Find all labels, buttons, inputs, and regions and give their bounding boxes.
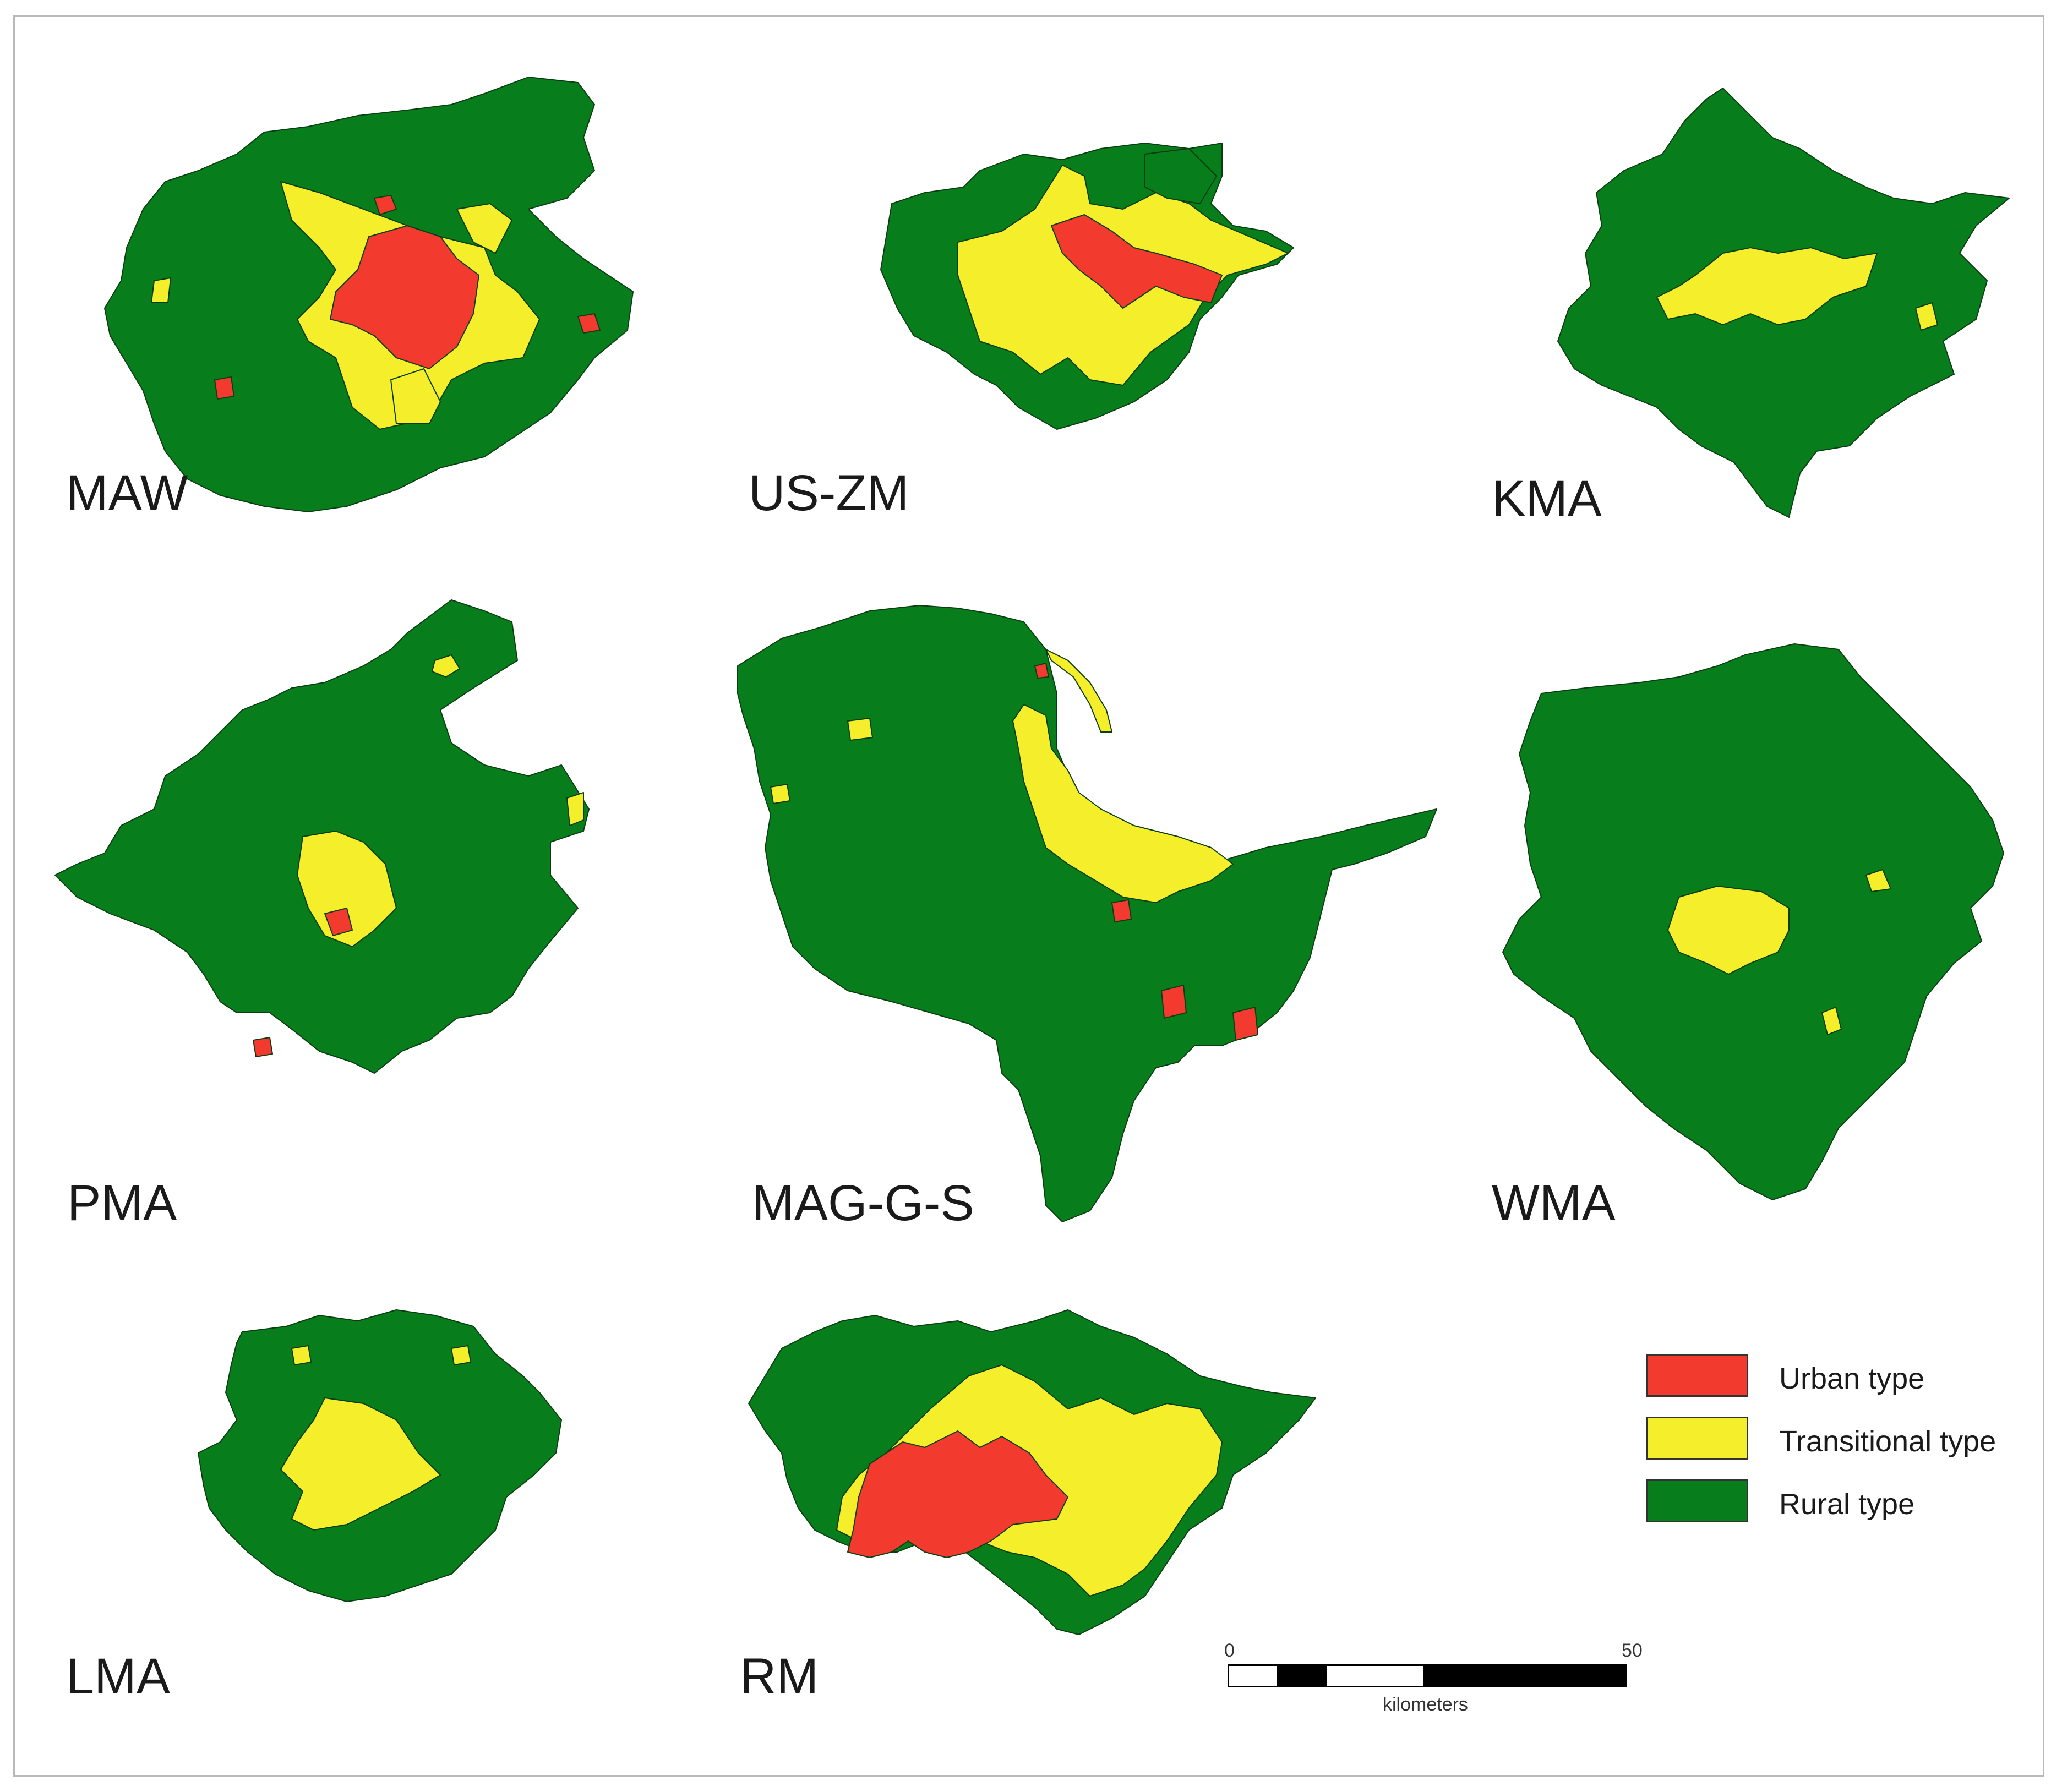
legend-swatch-urban xyxy=(1646,1354,1748,1397)
scale-bar-segment xyxy=(1325,1664,1425,1687)
mag-g-s-rural-area xyxy=(737,605,1437,1222)
region-maw-map xyxy=(104,77,634,512)
legend-item-urban: Urban type xyxy=(1646,1354,2031,1398)
region-kma-map xyxy=(1557,88,2010,518)
wma-transitional-east xyxy=(1865,869,1891,892)
scale-bar-unit-label: kilometers xyxy=(1383,1694,1468,1715)
mag-g-s-urban-north xyxy=(1034,663,1049,679)
maw-urban-core xyxy=(330,225,479,369)
region-mag-g-s: MAG-G-S xyxy=(737,605,1442,1231)
maw-urban-east xyxy=(577,313,601,334)
pma-transitional-north xyxy=(432,654,460,678)
region-mag-g-s-map xyxy=(737,605,1437,1222)
kma-transitional-core xyxy=(1656,247,1878,325)
region-label-us-zm: US-ZM xyxy=(749,465,909,521)
legend: Urban type Transitional type Rural type xyxy=(1646,1354,2031,1541)
legend-label-transitional: Transitional type xyxy=(1779,1425,1996,1458)
scale-bar-segment xyxy=(1423,1664,1627,1687)
scale-bar-segment xyxy=(1228,1664,1278,1687)
region-label-mag-g-s: MAG-G-S xyxy=(752,1175,974,1231)
region-maw: MAW xyxy=(66,72,639,523)
region-label-rm: RM xyxy=(740,1648,819,1704)
region-rm-map xyxy=(748,1309,1316,1635)
scale-bar-start-label: 0 xyxy=(1224,1640,1235,1661)
scale-bar-end-label: 50 xyxy=(1622,1640,1643,1661)
us-zm-rural-east xyxy=(1144,148,1217,204)
maw-transitional-east xyxy=(456,203,512,254)
region-pma: PMA xyxy=(54,599,633,1228)
pma-transitional-east xyxy=(566,792,584,826)
wma-transitional-south xyxy=(1821,1007,1842,1035)
region-rm: RM xyxy=(740,1309,1327,1702)
lma-transitional-northeast xyxy=(451,1345,471,1365)
maw-urban-north xyxy=(374,195,397,215)
legend-label-urban: Urban type xyxy=(1779,1362,1925,1395)
region-us-zm: US-ZM xyxy=(749,143,1299,518)
us-zm-urban-core xyxy=(1051,214,1223,309)
region-pma-map xyxy=(54,599,590,1074)
mag-g-s-transitional-coast xyxy=(1012,704,1234,903)
pma-urban-south xyxy=(253,1037,273,1057)
rm-urban-core xyxy=(847,1430,1068,1558)
legend-item-transitional: Transitional type xyxy=(1646,1417,2031,1461)
kma-transitional-east xyxy=(1915,302,1938,331)
mag-g-s-urban-southeast xyxy=(1232,1007,1258,1041)
mag-g-s-urban-south xyxy=(1161,985,1187,1019)
scale-bar: 0 50 kilometers xyxy=(1224,1640,1668,1728)
pma-urban-core xyxy=(324,908,353,936)
region-lma: LMA xyxy=(66,1309,562,1702)
mag-g-s-transitional-west xyxy=(847,718,873,741)
legend-label-rural: Rural type xyxy=(1779,1488,1915,1521)
maw-urban-west xyxy=(214,376,234,400)
maw-transitional-west xyxy=(151,277,171,303)
region-label-wma: WMA xyxy=(1492,1175,1616,1231)
legend-swatch-rural xyxy=(1646,1479,1748,1522)
lma-transitional-core xyxy=(280,1397,441,1531)
region-kma: KMA xyxy=(1492,88,2020,528)
lma-transitional-northwest xyxy=(291,1345,312,1365)
legend-swatch-transitional xyxy=(1646,1417,1748,1460)
mag-g-s-transitional-far-west xyxy=(770,784,790,804)
mag-g-s-spit xyxy=(1045,649,1112,733)
scale-bar-segment xyxy=(1277,1664,1327,1687)
figure-frame xyxy=(13,15,2044,1777)
region-label-maw: MAW xyxy=(66,465,188,521)
region-label-pma: PMA xyxy=(67,1175,177,1231)
maw-transitional-south xyxy=(390,368,441,424)
region-us-zm-map xyxy=(880,143,1294,430)
region-label-kma: KMA xyxy=(1492,471,1602,527)
wma-transitional-core xyxy=(1667,886,1790,975)
mag-g-s-urban-center xyxy=(1111,899,1132,922)
region-wma: WMA xyxy=(1492,643,2015,1228)
region-wma-map xyxy=(1502,643,2004,1200)
legend-item-rural: Rural type xyxy=(1646,1479,2031,1523)
region-label-lma: LMA xyxy=(66,1648,171,1704)
pma-transitional-core xyxy=(297,831,397,947)
region-lma-map xyxy=(198,1309,562,1602)
